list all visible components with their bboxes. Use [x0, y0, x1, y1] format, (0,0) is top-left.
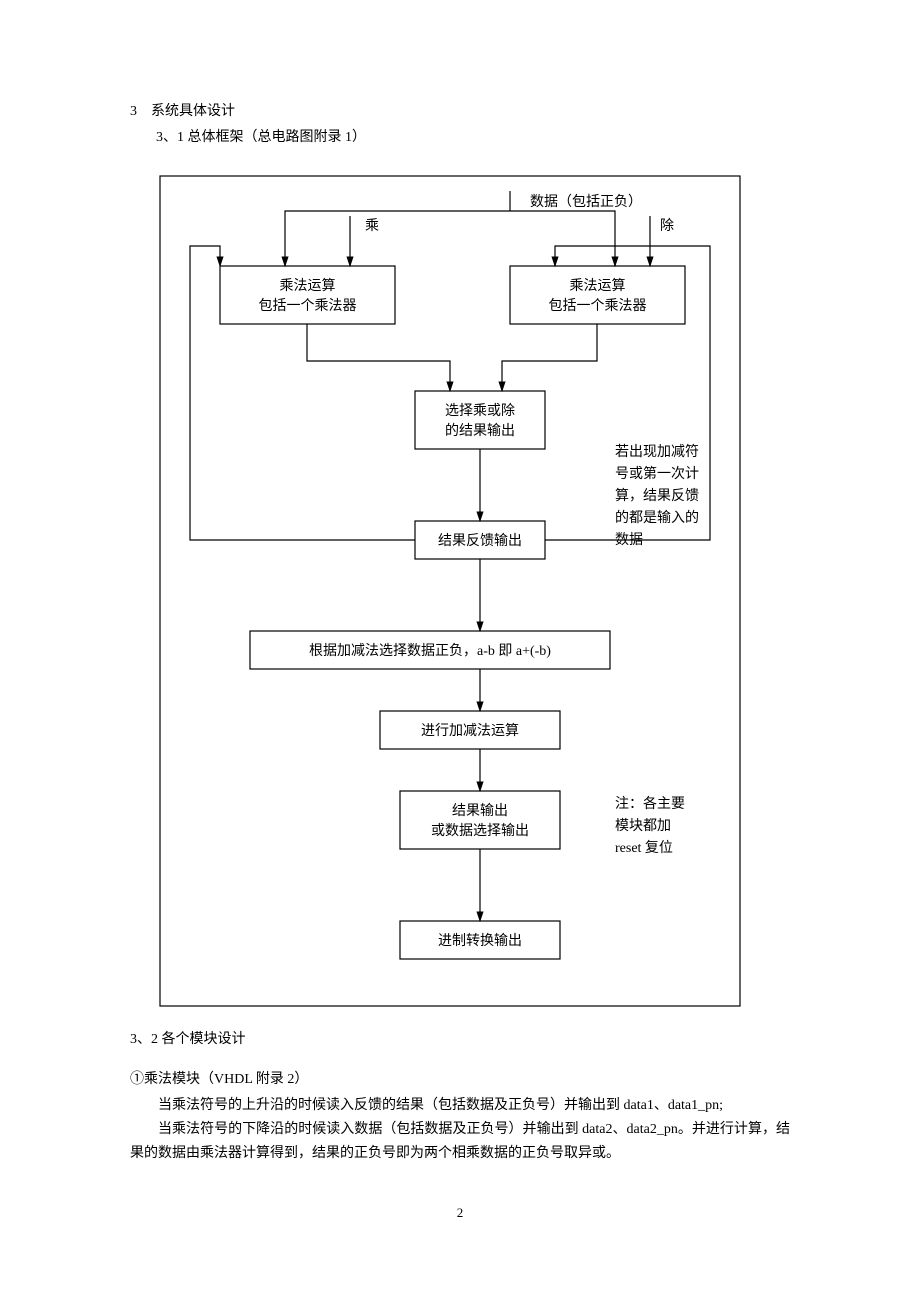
- flow-edge-left_to_sel: [307, 324, 450, 391]
- paragraph-2: 当乘法符号的下降沿的时候读入数据（包括数据及正负号）并输出到 data2、dat…: [130, 1118, 790, 1166]
- flow-node-sel: [415, 391, 545, 449]
- side-note-feedback-line1: 号或第一次计: [615, 465, 699, 482]
- flow-node-conv-text0: 进制转换输出: [438, 932, 522, 949]
- side-note-reset-line2: reset 复位: [615, 839, 673, 856]
- label-divide: 除: [660, 218, 674, 234]
- flow-node-mulL-text0: 乘法运算: [280, 278, 336, 294]
- flowchart-container: 数据（包括正负）乘除若出现加减符号或第一次计算，结果反馈的都是输入的数据注：各主…: [150, 166, 750, 1016]
- label-multiply: 乘: [365, 218, 379, 234]
- flow-node-sel-text0: 选择乘或除: [445, 403, 515, 419]
- heading-section-3-1: 3、1 总体框架（总电路图附录 1）: [156, 126, 790, 146]
- side-note-feedback-line0: 若出现加减符: [615, 444, 699, 460]
- side-note-reset-line0: 注：各主要: [615, 796, 685, 812]
- side-note-feedback-line2: 算，结果反馈: [615, 488, 699, 504]
- flowchart-svg: 数据（包括正负）乘除若出现加减符号或第一次计算，结果反馈的都是输入的数据注：各主…: [150, 166, 750, 1016]
- flow-node-mulR-text1: 包括一个乘法器: [549, 298, 647, 314]
- flow-edge-data_split: [510, 211, 615, 266]
- flow-node-pm-text0: 根据加减法选择数据正负，a-b 即 a+(-b): [309, 643, 551, 659]
- flow-node-mulL: [220, 266, 395, 324]
- flow-edge-right_to_sel: [502, 324, 597, 391]
- flow-node-add-text0: 进行加减法运算: [421, 723, 519, 739]
- heading-section-3-2: 3、2 各个模块设计: [130, 1028, 790, 1048]
- flow-node-out-text0: 结果输出: [452, 803, 508, 819]
- paragraph-1: 当乘法符号的上升沿的时候读入反馈的结果（包括数据及正负号）并输出到 data1、…: [130, 1094, 790, 1118]
- flow-node-mulR: [510, 266, 685, 324]
- module-1-title: ①乘法模块（VHDL 附录 2）: [130, 1068, 790, 1088]
- flow-node-mulR-text0: 乘法运算: [570, 278, 626, 294]
- side-note-feedback-line3: 的都是输入的: [615, 510, 699, 526]
- heading-section-3: 3 系统具体设计: [130, 100, 790, 120]
- label-top-data: 数据（包括正负）: [530, 194, 642, 210]
- flow-node-mulL-text1: 包括一个乘法器: [259, 298, 357, 314]
- flow-node-out: [400, 791, 560, 849]
- page-number: 2: [130, 1205, 790, 1221]
- flow-node-fb-text0: 结果反馈输出: [438, 533, 522, 549]
- flow-node-sel-text1: 的结果输出: [445, 423, 515, 439]
- flow-edge-data_split: [285, 211, 510, 266]
- side-note-reset-line1: 模块都加: [615, 818, 671, 834]
- flow-node-out-text1: 或数据选择输出: [431, 823, 529, 839]
